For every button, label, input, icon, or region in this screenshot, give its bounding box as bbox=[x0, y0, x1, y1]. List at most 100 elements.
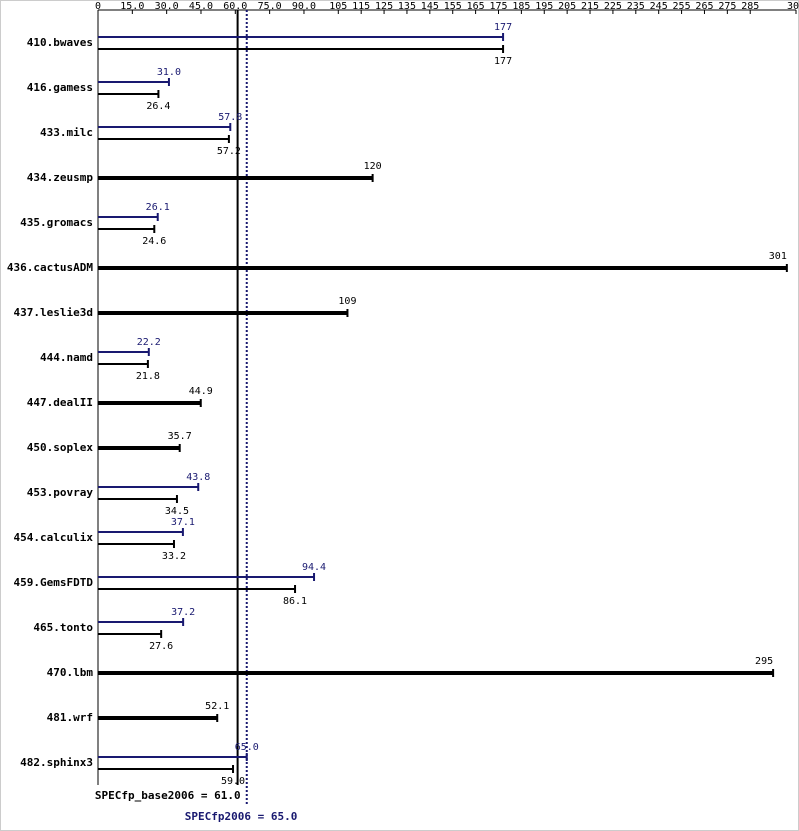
x-tick-label: 195 bbox=[535, 1, 553, 12]
bar bbox=[98, 756, 247, 758]
x-tick-label: 205 bbox=[558, 1, 576, 12]
value-label: 301 bbox=[769, 251, 787, 262]
category-label: 435.gromacs bbox=[20, 216, 93, 229]
value-label: 31.0 bbox=[157, 67, 181, 78]
bar bbox=[98, 216, 158, 218]
bar bbox=[98, 446, 180, 450]
bar bbox=[98, 486, 199, 488]
category-label: 454.calculix bbox=[14, 531, 94, 544]
value-label: 27.6 bbox=[149, 641, 173, 652]
bar bbox=[98, 48, 504, 50]
category-label: 453.povray bbox=[27, 486, 94, 499]
value-label: 24.6 bbox=[142, 236, 166, 247]
x-tick-label: 90.0 bbox=[292, 1, 316, 12]
x-tick-label: 115 bbox=[352, 1, 370, 12]
x-tick-label: 245 bbox=[650, 1, 668, 12]
x-tick-label: 175 bbox=[489, 1, 507, 12]
x-tick-label: 105 bbox=[329, 1, 347, 12]
reference-label: SPECfp_base2006 = 61.0 bbox=[95, 789, 241, 802]
bar bbox=[98, 621, 184, 623]
category-label: 465.tonto bbox=[33, 621, 93, 634]
bar bbox=[98, 351, 149, 353]
x-tick-label: 15.0 bbox=[120, 1, 144, 12]
x-tick-label: 125 bbox=[375, 1, 393, 12]
category-label: 481.wrf bbox=[47, 711, 93, 724]
x-tick-label: 255 bbox=[673, 1, 691, 12]
category-label: 436.cactusADM bbox=[7, 261, 93, 274]
x-tick-label: 265 bbox=[695, 1, 713, 12]
bar bbox=[98, 531, 183, 533]
value-label: 37.2 bbox=[171, 607, 195, 618]
value-label: 57.8 bbox=[218, 112, 242, 123]
value-label: 22.2 bbox=[137, 337, 161, 348]
x-tick-label: 285 bbox=[741, 1, 759, 12]
x-tick-label: 305 bbox=[787, 1, 799, 12]
category-label: 416.gamess bbox=[27, 81, 93, 94]
category-label: 450.soplex bbox=[27, 441, 94, 454]
value-label: 65.0 bbox=[235, 742, 259, 753]
bar bbox=[98, 311, 348, 315]
value-label: 26.4 bbox=[146, 101, 170, 112]
x-tick-label: 235 bbox=[627, 1, 645, 12]
x-tick-label: 185 bbox=[512, 1, 530, 12]
x-tick-label: 135 bbox=[398, 1, 416, 12]
value-label: 295 bbox=[755, 656, 773, 667]
bar bbox=[98, 81, 169, 83]
category-label: 434.zeusmp bbox=[27, 171, 94, 184]
value-label: 94.4 bbox=[302, 562, 326, 573]
value-label: 86.1 bbox=[283, 596, 307, 607]
x-tick-label: 155 bbox=[444, 1, 462, 12]
value-label: 26.1 bbox=[146, 202, 170, 213]
x-tick-label: 145 bbox=[421, 1, 439, 12]
category-label: 437.leslie3d bbox=[14, 306, 93, 319]
value-label: 120 bbox=[364, 161, 382, 172]
bar bbox=[98, 228, 155, 230]
bar bbox=[98, 633, 162, 635]
value-label: 33.2 bbox=[162, 551, 186, 562]
value-label: 34.5 bbox=[165, 506, 189, 517]
bar bbox=[98, 716, 218, 720]
bar bbox=[98, 176, 373, 180]
bar bbox=[98, 498, 177, 500]
value-label: 43.8 bbox=[186, 472, 210, 483]
x-tick-label: 165 bbox=[467, 1, 485, 12]
bar bbox=[98, 93, 159, 95]
bar bbox=[98, 36, 504, 38]
bar bbox=[98, 401, 201, 405]
x-tick-label: 45.0 bbox=[189, 1, 213, 12]
bar bbox=[98, 588, 296, 590]
category-label: 459.GemsFDTD bbox=[14, 576, 94, 589]
bar bbox=[98, 266, 787, 270]
reference-label: SPECfp2006 = 65.0 bbox=[185, 810, 298, 823]
value-label: 177 bbox=[494, 22, 512, 33]
x-tick-label: 225 bbox=[604, 1, 622, 12]
bar bbox=[98, 543, 174, 545]
bar bbox=[98, 576, 315, 578]
value-label: 59.0 bbox=[221, 776, 245, 787]
bar bbox=[98, 138, 229, 140]
x-tick-label: 30.0 bbox=[155, 1, 179, 12]
bar bbox=[98, 126, 231, 128]
x-tick-label: 75.0 bbox=[258, 1, 282, 12]
value-label: 37.1 bbox=[171, 517, 195, 528]
x-tick-label: 215 bbox=[581, 1, 599, 12]
x-tick-label: 0 bbox=[95, 1, 101, 12]
x-tick-label: 275 bbox=[718, 1, 736, 12]
value-label: 109 bbox=[338, 296, 356, 307]
category-label: 470.lbm bbox=[47, 666, 94, 679]
bar bbox=[98, 671, 774, 675]
value-label: 177 bbox=[494, 56, 512, 67]
value-label: 21.8 bbox=[136, 371, 160, 382]
bar bbox=[98, 363, 148, 365]
x-tick-label: 60.0 bbox=[223, 1, 247, 12]
value-label: 44.9 bbox=[189, 386, 213, 397]
category-label: 433.milc bbox=[40, 126, 93, 139]
value-label: 35.7 bbox=[168, 431, 192, 442]
category-label: 482.sphinx3 bbox=[20, 756, 93, 769]
category-label: 447.dealII bbox=[27, 396, 93, 409]
value-label: 57.2 bbox=[217, 146, 241, 157]
category-label: 410.bwaves bbox=[27, 36, 93, 49]
value-label: 52.1 bbox=[205, 701, 229, 712]
